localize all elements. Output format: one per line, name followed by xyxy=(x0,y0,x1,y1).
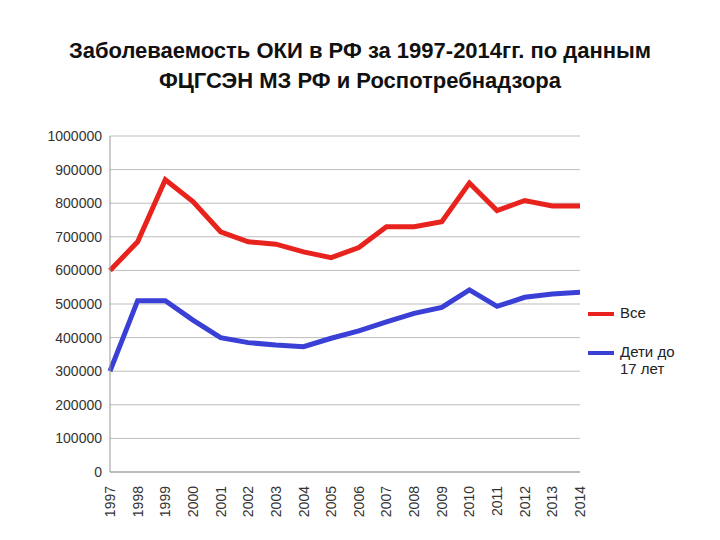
html-text:Дети до 17 лет: Дети до 17 лет xyxy=(620,343,675,377)
svg-text:1999: 1999 xyxy=(157,486,173,517)
svg-text:200000: 200000 xyxy=(55,397,102,413)
svg-text:100000: 100000 xyxy=(55,430,102,446)
svg-text:900000: 900000 xyxy=(55,162,102,178)
svg-text:0: 0 xyxy=(94,464,102,480)
svg-text:2010: 2010 xyxy=(461,486,477,517)
svg-text:2009: 2009 xyxy=(434,486,450,517)
svg-text:500000: 500000 xyxy=(55,296,102,312)
svg-text:2008: 2008 xyxy=(406,486,422,517)
svg-text:2007: 2007 xyxy=(378,486,394,517)
svg-text:2013: 2013 xyxy=(544,486,560,517)
svg-text:1997: 1997 xyxy=(102,486,118,517)
svg-text:2006: 2006 xyxy=(351,486,367,517)
svg-text:2000: 2000 xyxy=(185,486,201,517)
svg-text:2003: 2003 xyxy=(268,486,284,517)
svg-text:400000: 400000 xyxy=(55,330,102,346)
svg-text:2002: 2002 xyxy=(240,486,256,517)
svg-text:1998: 1998 xyxy=(130,486,146,517)
svg-text:2012: 2012 xyxy=(517,486,533,517)
svg-text:1000000: 1000000 xyxy=(47,128,102,144)
html-text:Все: Все xyxy=(620,304,646,321)
svg-text:700000: 700000 xyxy=(55,229,102,245)
svg-text:2001: 2001 xyxy=(213,486,229,517)
svg-text:2004: 2004 xyxy=(296,486,312,517)
html-text:Заболеваемость ОКИ в РФ за 199: Заболеваемость ОКИ в РФ за 1997-2014гг. … xyxy=(68,38,652,93)
svg-text:2005: 2005 xyxy=(323,486,339,517)
svg-text:600000: 600000 xyxy=(55,262,102,278)
svg-text:300000: 300000 xyxy=(55,363,102,379)
svg-text:2011: 2011 xyxy=(489,486,505,516)
svg-text:2014: 2014 xyxy=(572,486,588,517)
svg-text:800000: 800000 xyxy=(55,195,102,211)
